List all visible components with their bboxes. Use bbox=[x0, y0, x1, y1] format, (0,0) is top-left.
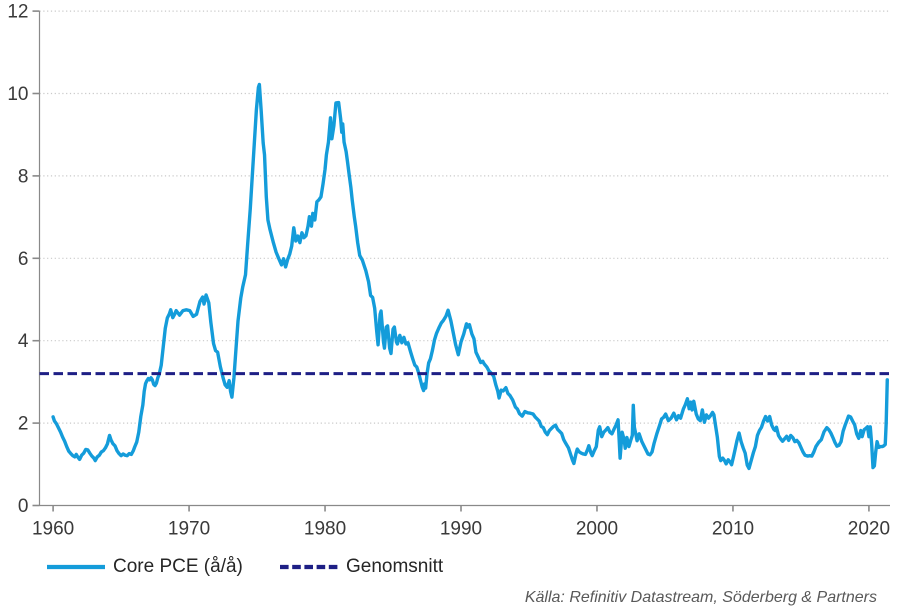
legend: Core PCE (å/å) Genomsnitt bbox=[0, 556, 900, 578]
y-tick-label-2: 2 bbox=[18, 414, 29, 435]
legend-label-genomsnitt: Genomsnitt bbox=[346, 556, 444, 577]
y-tick-label-4: 4 bbox=[18, 331, 29, 352]
x-tick-label-1970: 1970 bbox=[168, 519, 210, 540]
y-tick-label-12: 12 bbox=[7, 2, 28, 23]
y-tick-label-10: 10 bbox=[7, 84, 28, 105]
x-tick-label-1990: 1990 bbox=[440, 519, 482, 540]
source-note: Källa: Refinitiv Datastream, Söderberg &… bbox=[524, 589, 877, 606]
x-tick-label-1980: 1980 bbox=[304, 519, 346, 540]
x-tick-label-2020: 2020 bbox=[848, 519, 890, 540]
legend-item-genomsnitt: Genomsnitt bbox=[280, 556, 443, 578]
core-pce-line bbox=[51, 82, 889, 471]
x-tick-label-2000: 2000 bbox=[576, 519, 618, 540]
chart-canvas: 0 2 4 6 8 10 12 1960 1970 1980 1990 2000 2010 2020 bbox=[7, 2, 890, 540]
legend-label-core-pce: Core PCE (å/å) bbox=[113, 556, 243, 577]
y-tick-label-6: 6 bbox=[18, 249, 29, 270]
average-line-swatch bbox=[280, 564, 338, 570]
x-tick-label-2010: 2010 bbox=[712, 519, 754, 540]
y-tick-label-0: 0 bbox=[18, 496, 29, 517]
legend-item-core-pce: Core PCE (å/å) bbox=[47, 556, 243, 578]
y-tick-label-8: 8 bbox=[18, 166, 29, 187]
core-pce-line-swatch bbox=[47, 564, 105, 570]
x-tick-label-1960: 1960 bbox=[32, 519, 74, 540]
